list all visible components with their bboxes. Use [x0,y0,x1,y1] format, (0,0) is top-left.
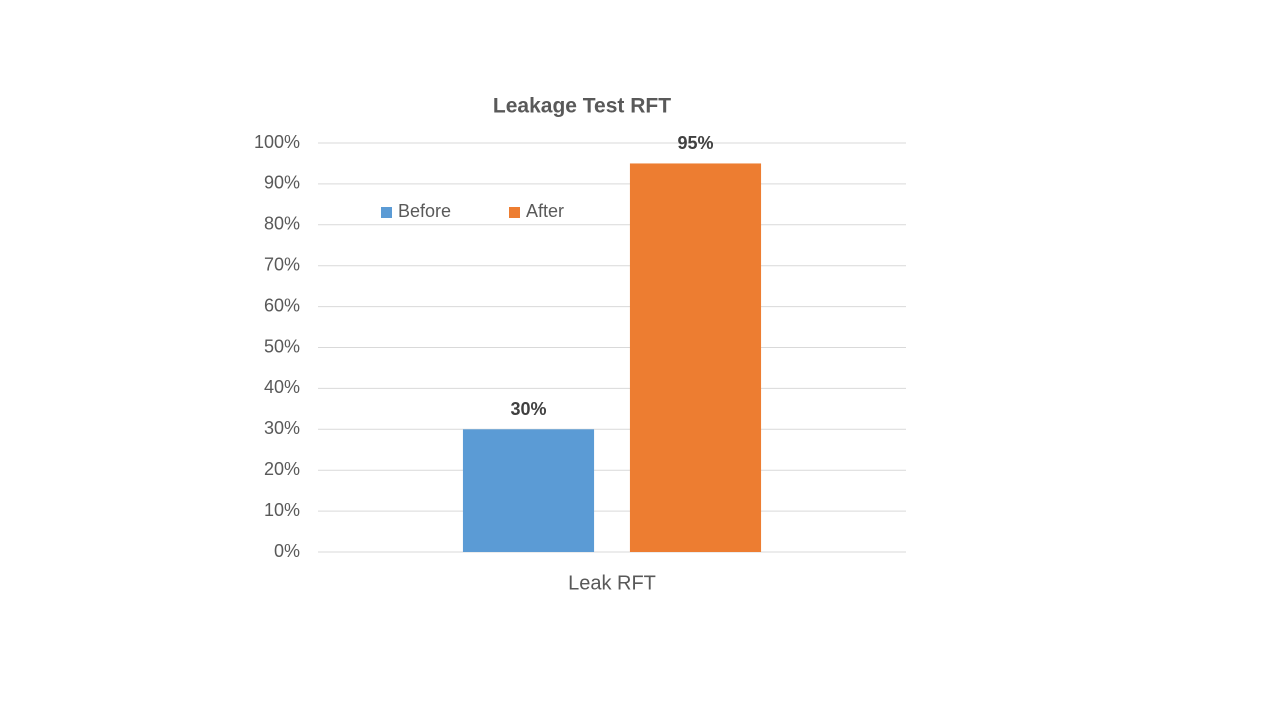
y-tick-label: 20% [264,459,300,479]
y-tick-label: 100% [254,132,300,152]
bar [629,163,762,552]
legend-swatch [509,207,520,218]
data-label: 95% [677,133,713,153]
y-tick-label: 80% [264,214,300,234]
chart-title: Leakage Test RFT [493,95,671,118]
y-tick-label: 0% [274,541,300,561]
y-tick-label: 70% [264,254,300,274]
y-tick-label: 90% [264,173,300,193]
legend-label: After [526,201,564,221]
y-tick-label: 30% [264,418,300,438]
legend-label: Before [398,201,451,221]
x-tick-label: Leak RFT [568,572,656,594]
legend-swatch [381,207,392,218]
y-tick-label: 40% [264,377,300,397]
bar [462,429,595,552]
y-tick-label: 50% [264,336,300,356]
y-tick-label: 60% [264,295,300,315]
data-label: 30% [510,399,546,419]
y-tick-label: 10% [264,500,300,520]
